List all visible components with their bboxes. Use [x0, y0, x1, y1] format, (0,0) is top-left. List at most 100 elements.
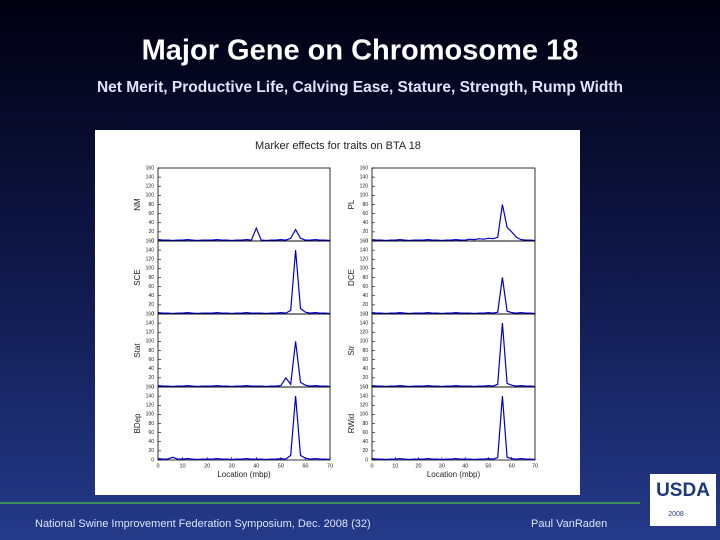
y-tick-label: 0 [151, 238, 154, 244]
y-tick-label: 160 [146, 311, 155, 317]
y-tick-label: 60 [362, 357, 368, 363]
x-tick-label: 10 [180, 463, 186, 469]
data-line [157, 341, 331, 388]
y-tick-label: 60 [148, 284, 154, 290]
y-tick-label: 160 [360, 238, 369, 244]
x-tick-label: 40 [253, 463, 259, 469]
y-tick-label: 120 [360, 184, 369, 190]
y-tick-label: 140 [360, 174, 369, 180]
y-tick-label: 80 [362, 348, 368, 354]
y-axis-label: Str [347, 345, 356, 356]
x-tick-label: 0 [156, 463, 159, 469]
y-tick-label: 120 [146, 403, 155, 409]
x-tick-label: 70 [532, 463, 538, 469]
y-tick-label: 20 [148, 229, 154, 235]
y-tick-label: 140 [146, 320, 155, 326]
y-tick-label: 100 [146, 339, 155, 345]
y-axis-label: RWid [347, 414, 356, 433]
x-tick-label: 30 [229, 463, 235, 469]
data-line [371, 277, 536, 315]
y-tick-label: 80 [148, 202, 154, 208]
y-tick-label: 0 [365, 238, 368, 244]
data-line [157, 250, 331, 315]
y-tick-label: 40 [362, 220, 368, 226]
y-tick-label: 160 [146, 165, 155, 171]
y-tick-label: 120 [146, 184, 155, 190]
y-axis-label: PL [347, 199, 356, 209]
x-tick-label: 10 [392, 463, 398, 469]
y-axis-label: BDep [133, 413, 142, 434]
y-tick-label: 140 [146, 174, 155, 180]
logo-year: 2008 [668, 511, 684, 518]
y-tick-label: 20 [148, 302, 154, 308]
x-tick-label: 50 [485, 463, 491, 469]
data-line [371, 323, 536, 388]
y-tick-label: 40 [362, 293, 368, 299]
y-tick-label: 100 [360, 339, 369, 345]
y-axis-label: SCE [133, 269, 142, 285]
y-tick-label: 40 [148, 293, 154, 299]
y-axis-label: NM [133, 198, 142, 211]
y-axis-label: DCE [347, 269, 356, 286]
y-tick-label: 160 [146, 238, 155, 244]
y-tick-label: 40 [148, 439, 154, 445]
data-line [157, 396, 331, 461]
y-tick-label: 0 [151, 311, 154, 317]
x-tick-label: 30 [439, 463, 445, 469]
y-tick-label: 160 [360, 165, 369, 171]
y-tick-label: 160 [360, 311, 369, 317]
footer-left: National Swine Improvement Federation Sy… [35, 518, 371, 530]
y-tick-label: 20 [362, 229, 368, 235]
logo: USDA [656, 480, 710, 501]
x-tick-label: 20 [204, 463, 210, 469]
y-tick-label: 100 [360, 266, 369, 272]
y-tick-label: 120 [146, 330, 155, 336]
y-tick-label: 20 [362, 302, 368, 308]
y-tick-label: 100 [146, 193, 155, 199]
y-tick-label: 100 [360, 193, 369, 199]
y-tick-label: 120 [360, 257, 369, 263]
y-tick-label: 40 [362, 366, 368, 372]
slide-subtitle: Net Merit, Productive Life, Calving Ease… [97, 79, 623, 96]
y-tick-label: 20 [362, 375, 368, 381]
y-tick-label: 20 [148, 375, 154, 381]
footer-right: Paul VanRaden [531, 518, 607, 530]
y-tick-label: 140 [146, 247, 155, 253]
y-tick-label: 40 [148, 366, 154, 372]
y-tick-label: 60 [148, 357, 154, 363]
y-tick-label: 80 [148, 348, 154, 354]
x-tick-label: 60 [509, 463, 515, 469]
y-tick-label: 140 [360, 393, 369, 399]
x-tick-label: 60 [302, 463, 308, 469]
y-tick-label: 140 [360, 320, 369, 326]
x-tick-label: 20 [416, 463, 422, 469]
x-axis-label: Location (mbp) [217, 470, 271, 479]
y-tick-label: 0 [151, 457, 154, 463]
data-line [371, 396, 536, 461]
y-tick-label: 40 [362, 439, 368, 445]
y-tick-label: 20 [148, 448, 154, 454]
y-tick-label: 120 [360, 330, 369, 336]
data-line [371, 204, 536, 242]
y-tick-label: 20 [362, 448, 368, 454]
y-tick-label: 100 [146, 412, 155, 418]
x-tick-label: 40 [462, 463, 468, 469]
logo-box [650, 474, 716, 526]
y-tick-label: 80 [362, 202, 368, 208]
x-axis-label: Location (mbp) [427, 470, 481, 479]
y-tick-label: 60 [362, 284, 368, 290]
y-tick-label: 100 [360, 412, 369, 418]
x-tick-label: 50 [278, 463, 284, 469]
y-tick-label: 80 [148, 421, 154, 427]
data-line [157, 226, 331, 242]
x-tick-label: 70 [327, 463, 333, 469]
y-tick-label: 140 [146, 393, 155, 399]
y-tick-label: 140 [360, 247, 369, 253]
y-tick-label: 120 [146, 257, 155, 263]
y-tick-label: 100 [146, 266, 155, 272]
y-tick-label: 120 [360, 403, 369, 409]
figure-title: Marker effects for traits on BTA 18 [255, 140, 421, 152]
slide-title: Major Gene on Chromosome 18 [142, 35, 579, 67]
